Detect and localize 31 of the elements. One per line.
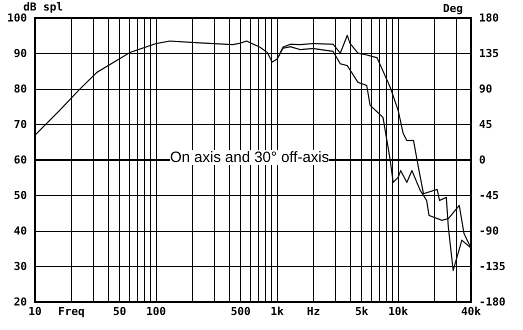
y2-tick-label: 90 bbox=[479, 82, 492, 96]
x-tick-label: 50 bbox=[112, 305, 126, 318]
y-tick-label: 50 bbox=[14, 189, 27, 202]
y-tick-label: 40 bbox=[14, 224, 27, 238]
x-tick-label: 40k bbox=[461, 305, 482, 318]
y2-tick-label: -90 bbox=[479, 224, 499, 238]
x-tick-label: 10 bbox=[28, 305, 42, 318]
y2-axis-title: Deg bbox=[443, 2, 463, 15]
y-axis-title: dB spl bbox=[23, 0, 63, 14]
y2-tick-label: -180 bbox=[479, 296, 506, 308]
y2-tick-label: 135 bbox=[479, 47, 499, 60]
y-tick-label: 100 bbox=[7, 12, 27, 24]
y2-tick-label: 0 bbox=[479, 154, 486, 166]
y-tick-label: 20 bbox=[14, 296, 27, 308]
x-tick-label: Freq bbox=[58, 305, 85, 318]
y-tick-label: 30 bbox=[14, 260, 27, 273]
y2-tick-label: 180 bbox=[479, 12, 499, 24]
x-tick-label: 500 bbox=[230, 305, 251, 318]
x-tick-label: 5k bbox=[355, 305, 369, 318]
y-tick-label: 90 bbox=[14, 47, 27, 60]
x-tick-label: 100 bbox=[146, 305, 166, 318]
x-tick-label: 10k bbox=[388, 305, 408, 318]
x-tick-label: Hz bbox=[306, 305, 320, 318]
x-tick-label: 1k bbox=[270, 305, 284, 318]
y2-tick-label: -135 bbox=[479, 260, 506, 273]
y2-tick-label: -45 bbox=[479, 189, 499, 202]
y-tick-label: 70 bbox=[14, 118, 27, 131]
y-tick-label: 80 bbox=[14, 82, 27, 96]
y2-tick-label: 45 bbox=[479, 118, 492, 131]
y-tick-label: 60 bbox=[14, 154, 27, 166]
annotation: On axis and 30° off-axis bbox=[170, 149, 330, 166]
